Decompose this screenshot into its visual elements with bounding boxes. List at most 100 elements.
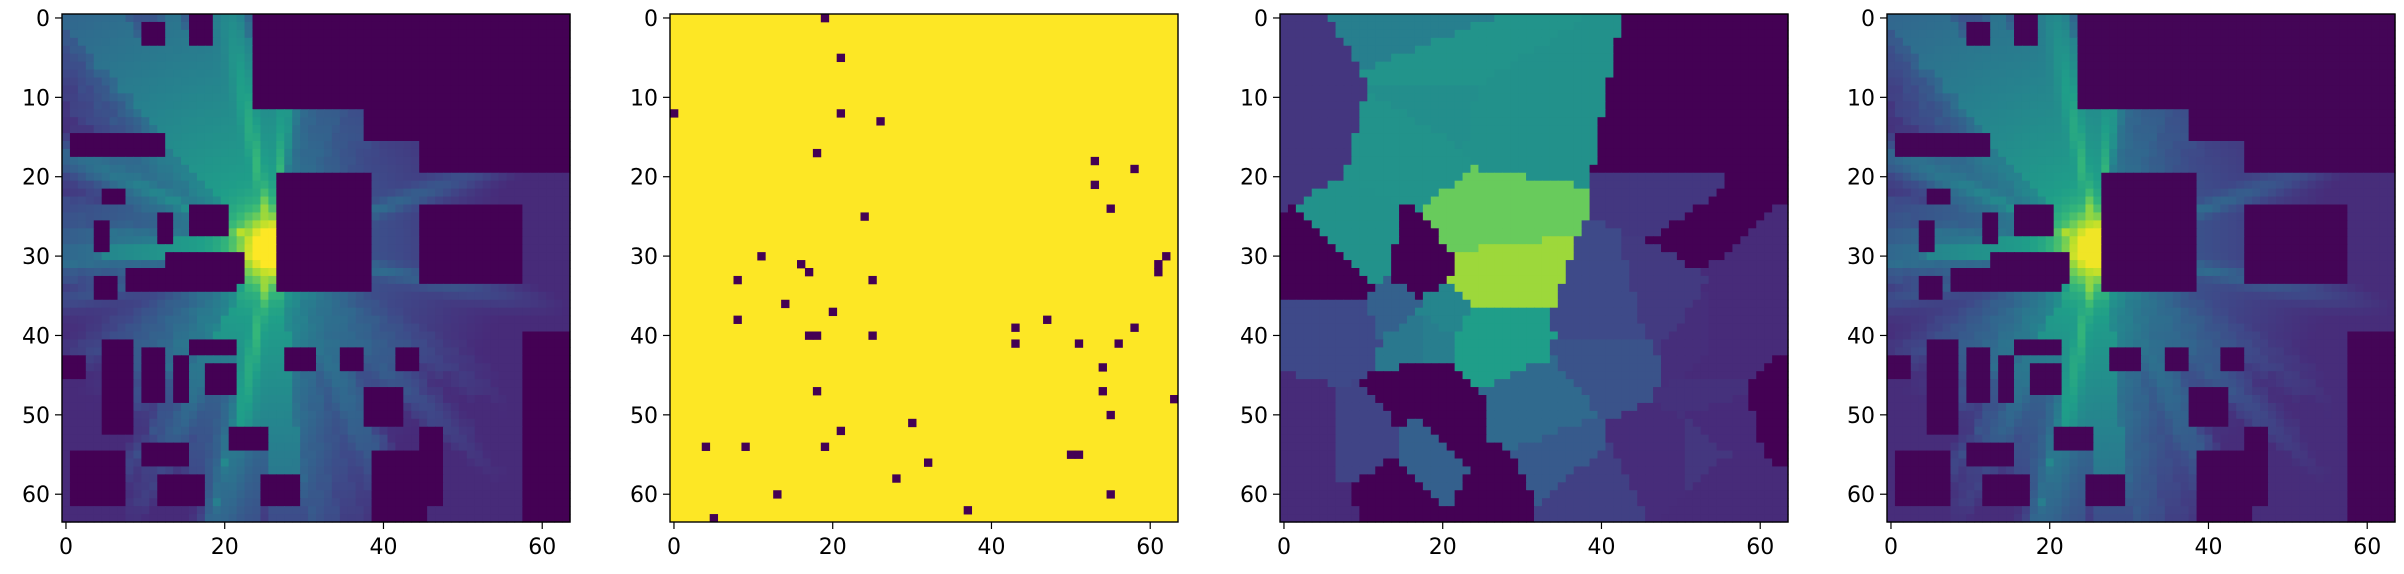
heatmap-cell (1756, 101, 1765, 110)
heatmap-cell (284, 260, 293, 269)
heatmap-cell (323, 164, 333, 174)
heatmap-cell (204, 212, 214, 221)
heatmap-cell (268, 307, 277, 317)
heatmap-cell (125, 434, 135, 444)
heatmap-cell (522, 498, 531, 507)
heatmap-cell (268, 283, 277, 293)
heatmap-cell (189, 371, 198, 380)
heatmap-cell (323, 379, 333, 388)
heatmap-cell (1470, 61, 1480, 71)
heatmap-cell (1295, 101, 1305, 110)
heatmap-cell (562, 236, 571, 245)
heatmap-cell (125, 490, 135, 499)
heatmap-cell (363, 77, 373, 87)
heatmap-cell (1280, 29, 1289, 39)
heatmap-cell (474, 355, 484, 364)
heatmap-cell (562, 458, 571, 468)
heatmap-cell (1280, 61, 1289, 71)
heatmap-cell (474, 29, 484, 39)
heatmap-cell (133, 85, 142, 94)
heatmap-cell (292, 355, 301, 364)
heatmap-cell (69, 180, 79, 190)
heatmap-cell (189, 363, 198, 372)
heatmap-cell (395, 458, 404, 468)
heatmap-cell (562, 228, 571, 237)
heatmap-cell (260, 426, 269, 436)
heatmap-cell (443, 61, 452, 71)
heatmap-cell (347, 299, 357, 309)
heatmap-cell (458, 29, 468, 39)
heatmap-cell (1478, 29, 1487, 39)
heatmap-cell (268, 490, 277, 499)
heatmap-cell (403, 339, 412, 348)
heatmap-cell (149, 490, 158, 499)
heatmap-cell (77, 268, 87, 277)
heatmap-cell (204, 141, 214, 150)
heatmap-cell (347, 172, 357, 182)
heatmap-cell (1470, 37, 1480, 47)
heatmap-cell (252, 331, 262, 341)
heatmap-cell (77, 291, 87, 301)
heatmap-cell (546, 307, 555, 317)
heatmap-cell (371, 93, 381, 102)
heatmap-cell (1573, 61, 1583, 71)
heatmap-cell (411, 283, 420, 293)
heatmap-cell (125, 514, 135, 523)
heatmap-cell (347, 164, 357, 174)
heatmap-cell (109, 434, 119, 444)
heatmap-cell (181, 347, 190, 356)
heatmap-cell (173, 506, 182, 515)
heatmap-cell (157, 260, 166, 269)
heatmap-cell (538, 323, 547, 333)
heatmap-cell (292, 21, 301, 31)
heatmap-cell (157, 45, 166, 55)
heatmap-cell (1756, 14, 1765, 23)
heatmap-cell (268, 363, 277, 372)
heatmap-cell (443, 418, 452, 428)
heatmap-cell (101, 418, 111, 428)
heatmap-cell (522, 117, 531, 126)
heatmap-cell (1335, 93, 1345, 102)
heatmap-cell (268, 53, 277, 63)
heatmap-cell (1462, 14, 1472, 23)
heatmap-cell (244, 434, 254, 444)
heatmap-cell (403, 450, 412, 460)
heatmap-cell (498, 490, 508, 499)
heatmap-cell (268, 85, 277, 94)
heatmap-cell (204, 260, 214, 269)
heatmap-cell (435, 307, 444, 317)
heatmap-cell (474, 363, 484, 372)
heatmap-cell (189, 450, 198, 460)
heatmap-cell (157, 14, 166, 23)
heatmap-cell (284, 101, 293, 110)
heatmap-cell (395, 204, 404, 214)
heatmap-cell (522, 69, 531, 79)
heatmap-cell (490, 260, 500, 269)
heatmap-cell (212, 323, 222, 333)
heatmap-cell (93, 228, 103, 237)
heatmap-cell (1422, 29, 1432, 39)
heatmap-cell (316, 275, 325, 285)
heatmap-cell (157, 458, 166, 468)
heatmap-cell (252, 69, 262, 79)
heatmap-cell (189, 141, 198, 150)
heatmap-cell (482, 204, 492, 214)
heatmap-cell (363, 37, 373, 47)
heatmap-cell (538, 490, 547, 499)
heatmap-cell (403, 196, 412, 206)
heatmap-cell (212, 434, 222, 444)
heatmap-cell (165, 117, 174, 126)
heatmap-cell (331, 93, 341, 102)
heatmap-cell (284, 69, 293, 79)
heatmap-cell (220, 466, 230, 475)
heatmap-cell (244, 347, 254, 356)
heatmap-cell (276, 466, 285, 475)
heatmap-cell (1518, 93, 1527, 102)
heatmap-cell (339, 402, 349, 412)
heatmap-cell (133, 339, 142, 348)
heatmap-cell (1407, 85, 1416, 94)
heatmap-cell (260, 450, 269, 460)
heatmap-cell (260, 37, 269, 47)
heatmap-cell (276, 307, 285, 317)
heatmap-cell (1565, 53, 1575, 63)
